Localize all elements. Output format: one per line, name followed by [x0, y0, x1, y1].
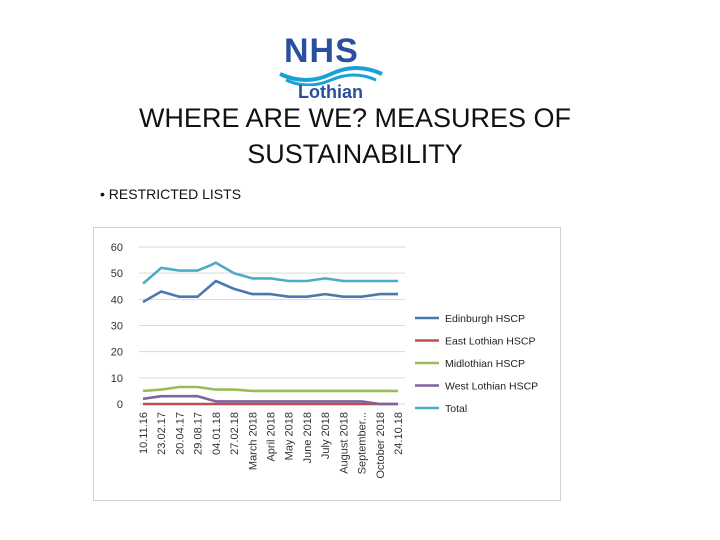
bullet-text: RESTRICTED LISTS [108, 186, 242, 202]
x-tick-label: October 2018 [375, 412, 387, 479]
x-tick-label: April 2018 [266, 412, 278, 462]
y-tick-label: 10 [111, 373, 123, 385]
series-line [142, 279, 398, 304]
bullet-item: • RESTRICTED LISTS [100, 186, 242, 202]
nhs-lothian-logo: NHS Lothian [276, 30, 386, 102]
y-tick-label: 30 [111, 321, 123, 333]
x-tick-label: May 2018 [284, 412, 296, 460]
x-tick-label: 29.08.17 [193, 412, 205, 455]
legend-label: Total [445, 403, 467, 415]
x-tick-label: July 2018 [320, 412, 332, 459]
line-chart: 0 10 20 30 40 50 60 10.11.16 23.02.17 20.04.17 29.… [111, 242, 538, 479]
logo-wave-icon [279, 66, 383, 86]
logo-brand: NHS [284, 32, 359, 70]
x-tick-label: 04.01.18 [211, 412, 223, 455]
series-line [142, 261, 398, 285]
x-tick-label: 27.02.18 [229, 412, 241, 455]
legend-label: East Lothian HSCP [445, 336, 535, 348]
x-tick-label: 10.11.16 [138, 412, 150, 454]
y-tick-label: 20 [111, 347, 123, 359]
x-tick-label: 20.04.17 [174, 412, 186, 455]
x-tick-label: September... [357, 412, 369, 474]
legend-label: Midlothian HSCP [445, 358, 525, 370]
series-line [142, 385, 398, 393]
x-tick-label: June 2018 [302, 412, 314, 463]
y-tick-label: 0 [117, 399, 123, 411]
chart-frame [93, 227, 561, 501]
page-title: WHERE ARE WE? MEASURES OF SUSTAINABILITY [138, 103, 572, 169]
y-tick-label: 60 [111, 242, 123, 254]
series-line [142, 394, 398, 406]
legend-label: West Lothian HSCP [445, 381, 538, 393]
logo-sub: Lothian [298, 82, 363, 102]
y-tick-label: 40 [111, 294, 123, 306]
x-tick-label: 24.10.18 [393, 412, 405, 455]
legend-label: Edinburgh HSCP [445, 313, 525, 325]
y-tick-label: 50 [111, 268, 123, 280]
x-tick-label: 23.02.17 [156, 412, 168, 455]
x-tick-label: August 2018 [338, 412, 350, 474]
x-tick-label: March 2018 [247, 412, 259, 470]
